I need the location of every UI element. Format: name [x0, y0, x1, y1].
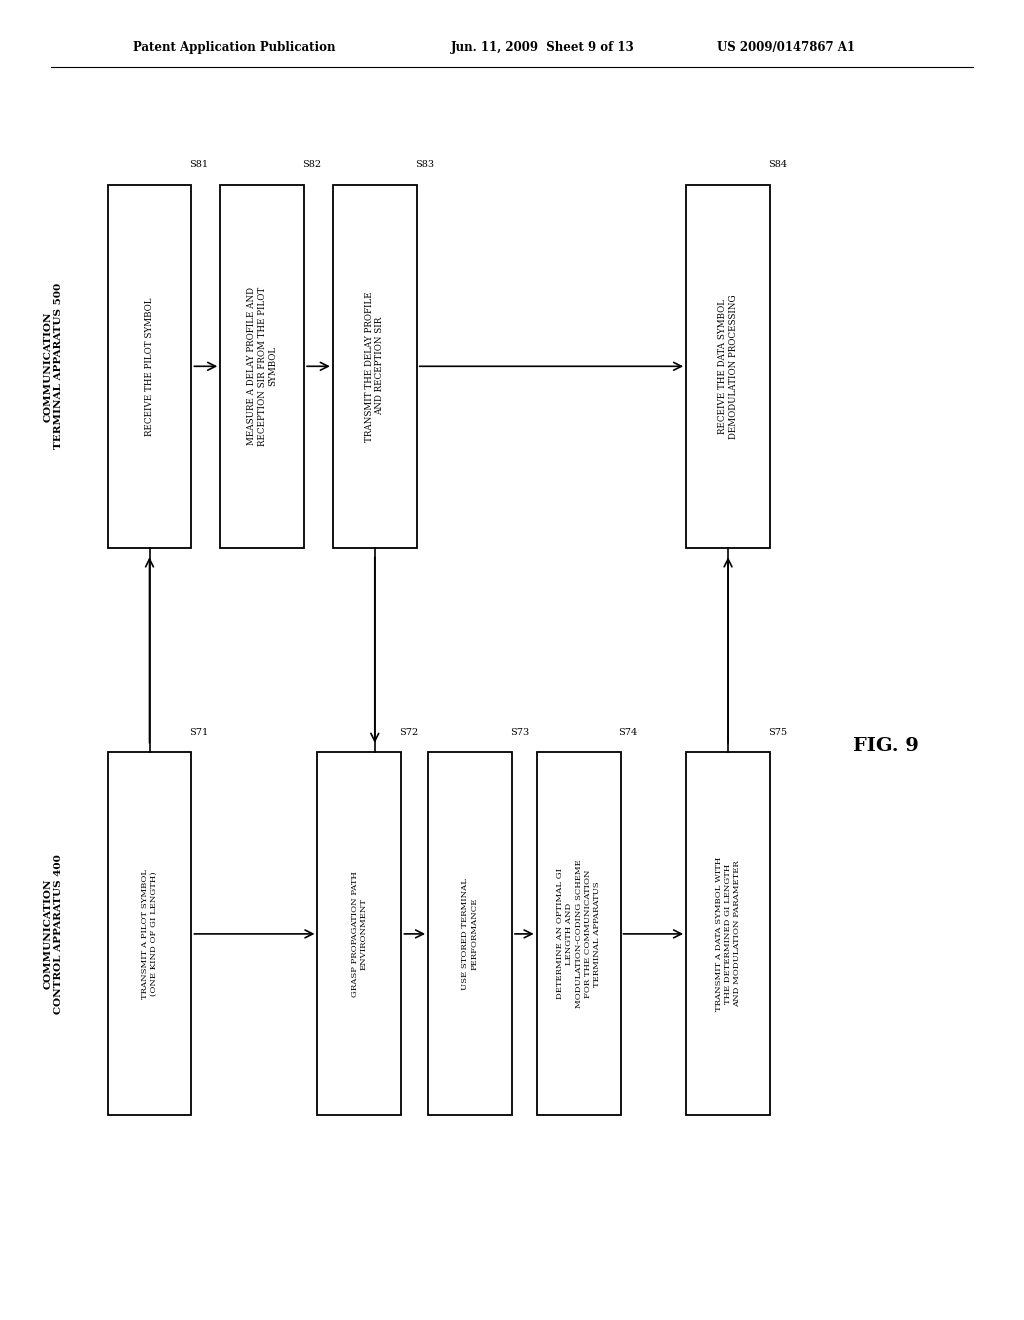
Text: COMMUNICATION
TERMINAL APPARATUS 500: COMMUNICATION TERMINAL APPARATUS 500 — [44, 284, 62, 449]
Text: TRANSMIT THE DELAY PROFILE
AND RECEPTION SIR: TRANSMIT THE DELAY PROFILE AND RECEPTION… — [366, 290, 384, 442]
Text: S75: S75 — [768, 727, 787, 737]
Text: S73: S73 — [510, 727, 529, 737]
Text: TRANSMIT A DATA SYMBOL WITH
THE DETERMINED GI LENGTH
AND MODULATION PARAMETER: TRANSMIT A DATA SYMBOL WITH THE DETERMIN… — [715, 857, 741, 1011]
Text: S84: S84 — [768, 160, 787, 169]
Text: S83: S83 — [415, 160, 434, 169]
Bar — [317, 752, 401, 1115]
Text: US 2009/0147867 A1: US 2009/0147867 A1 — [717, 41, 855, 54]
Bar — [428, 752, 512, 1115]
Bar — [333, 185, 417, 548]
Text: S72: S72 — [399, 727, 419, 737]
Bar — [537, 752, 621, 1115]
Text: S82: S82 — [302, 160, 322, 169]
Text: S71: S71 — [189, 727, 209, 737]
Bar — [686, 185, 770, 548]
Text: MEASURE A DELAY PROFILE AND
RECEPTION SIR FROM THE PILOT
SYMBOL: MEASURE A DELAY PROFILE AND RECEPTION SI… — [247, 286, 278, 446]
Bar — [108, 752, 191, 1115]
Bar — [220, 185, 304, 548]
Bar — [108, 185, 191, 548]
Text: S81: S81 — [189, 160, 209, 169]
Text: RECEIVE THE DATA SYMBOL
DEMODULATION PROCESSING: RECEIVE THE DATA SYMBOL DEMODULATION PRO… — [719, 294, 737, 438]
Text: DETERMINE AN OPTIMAL GI
LENGTH AND
MODULATION-CODING SCHEME
FOR THE COMMUNICATIO: DETERMINE AN OPTIMAL GI LENGTH AND MODUL… — [556, 859, 601, 1008]
Text: USE STORED TERMINAL
PERFORMANCE: USE STORED TERMINAL PERFORMANCE — [462, 878, 478, 990]
Text: S74: S74 — [618, 727, 638, 737]
Text: COMMUNICATION
CONTROL APPARATUS 400: COMMUNICATION CONTROL APPARATUS 400 — [44, 854, 62, 1014]
Text: GRASP PROPAGATION PATH
ENVIRONMENT: GRASP PROPAGATION PATH ENVIRONMENT — [351, 871, 368, 997]
Text: TRANSMIT A PILOT SYMBOL
(ONE KIND OF GI LENGTH): TRANSMIT A PILOT SYMBOL (ONE KIND OF GI … — [141, 869, 158, 999]
Text: FIG. 9: FIG. 9 — [853, 737, 919, 755]
Text: RECEIVE THE PILOT SYMBOL: RECEIVE THE PILOT SYMBOL — [145, 297, 154, 436]
Bar — [686, 752, 770, 1115]
Text: Patent Application Publication: Patent Application Publication — [133, 41, 336, 54]
Text: Jun. 11, 2009  Sheet 9 of 13: Jun. 11, 2009 Sheet 9 of 13 — [451, 41, 634, 54]
